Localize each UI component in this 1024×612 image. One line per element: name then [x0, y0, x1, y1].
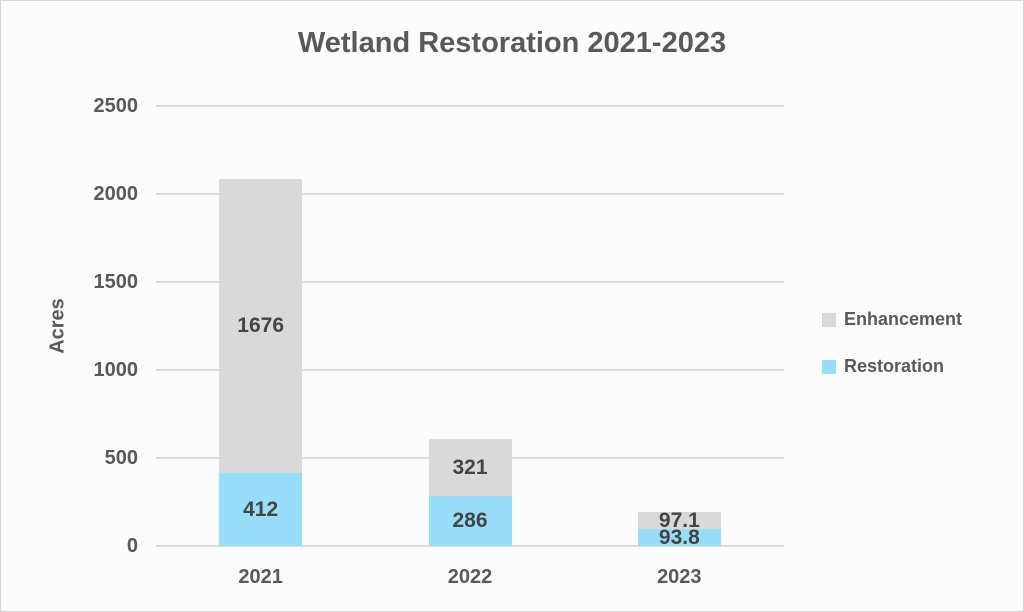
gridline: [156, 193, 784, 195]
restoration-segment: 286: [428, 495, 512, 546]
enhancement-segment: 1676: [219, 178, 303, 474]
stacked-bar-2022: 321 286: [428, 439, 512, 546]
data-label: 412: [243, 498, 279, 522]
stacked-bar-2023: 97.1 93.8: [637, 509, 721, 550]
restoration-segment: 93.8: [637, 526, 721, 550]
legend-item-enhancement: Enhancement: [822, 309, 962, 330]
data-label: 93.8: [658, 526, 700, 550]
y-axis-label: Acres: [46, 298, 69, 354]
data-label: 97.1: [658, 509, 700, 533]
x-axis-tick-label: 2021: [238, 566, 283, 588]
legend-label-enhancement: Enhancement: [844, 309, 963, 329]
data-label: 321: [452, 455, 488, 479]
enhancement-segment: 97.1: [637, 509, 721, 533]
y-axis-tick-label: 1500: [93, 271, 139, 293]
gridline: [156, 369, 784, 371]
x-axis-tick-label: 2022: [447, 566, 493, 588]
legend-label-restoration: Restoration: [844, 356, 945, 376]
stacked-bar-2021: 1676 412: [219, 178, 303, 546]
enhancement-segment: 321: [428, 439, 512, 496]
y-axis-tick-label: 500: [104, 447, 138, 469]
y-axis-tick-label: 0: [126, 535, 138, 557]
y-axis-tick-label: 2500: [93, 95, 139, 117]
data-label: 286: [452, 509, 488, 533]
legend: Enhancement Restoration: [822, 309, 962, 403]
data-label: 1676: [237, 314, 285, 338]
restoration-segment: 412: [219, 473, 303, 546]
chart-title: Wetland Restoration 2021-2023: [297, 27, 727, 59]
gridline: [156, 545, 784, 547]
restoration-swatch-icon: [822, 359, 836, 374]
enhancement-swatch-icon: [822, 312, 836, 327]
legend-item-restoration: Restoration: [822, 356, 962, 377]
y-axis-tick-label: 1000: [93, 359, 139, 381]
y-axis-tick-label: 2000: [93, 183, 139, 205]
gridline: [156, 105, 784, 107]
gridline: [156, 281, 784, 283]
x-axis-tick-label: 2023: [657, 566, 702, 588]
